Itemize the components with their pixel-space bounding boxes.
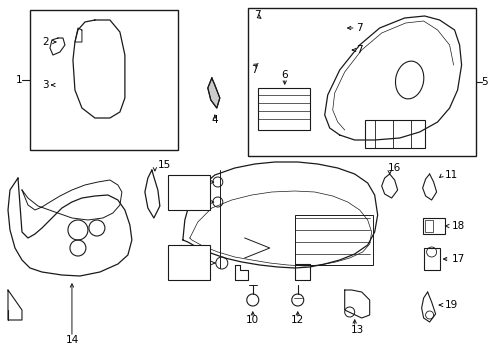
Bar xyxy=(168,175,210,210)
Text: 5: 5 xyxy=(482,77,488,87)
Text: 17: 17 xyxy=(452,254,465,264)
Text: 4: 4 xyxy=(212,115,218,125)
Circle shape xyxy=(306,16,314,24)
Bar xyxy=(424,248,440,270)
Text: 19: 19 xyxy=(444,300,458,310)
Bar xyxy=(168,245,210,280)
Circle shape xyxy=(281,18,289,26)
Bar xyxy=(425,220,433,232)
Text: 1: 1 xyxy=(15,75,22,85)
Bar xyxy=(365,120,425,148)
Bar xyxy=(258,88,310,130)
Text: 9: 9 xyxy=(172,188,178,198)
Text: 7: 7 xyxy=(356,45,362,55)
Text: 12: 12 xyxy=(291,315,304,325)
Circle shape xyxy=(314,46,322,54)
Text: 18: 18 xyxy=(452,221,465,231)
Circle shape xyxy=(258,24,266,32)
Text: 11: 11 xyxy=(444,170,458,180)
Text: 8: 8 xyxy=(172,258,178,268)
Text: 14: 14 xyxy=(65,335,78,345)
Circle shape xyxy=(331,24,339,32)
Text: 2: 2 xyxy=(42,37,49,47)
Bar xyxy=(295,215,373,265)
Text: 10: 10 xyxy=(246,315,259,325)
Circle shape xyxy=(55,80,65,90)
Bar xyxy=(423,218,444,234)
Text: 15: 15 xyxy=(158,160,171,170)
Text: 7: 7 xyxy=(356,23,362,33)
Bar xyxy=(30,10,178,150)
Text: 6: 6 xyxy=(281,70,288,80)
Circle shape xyxy=(336,48,343,56)
Text: 7: 7 xyxy=(254,10,261,20)
Text: 7: 7 xyxy=(251,65,258,75)
Text: 16: 16 xyxy=(388,163,401,173)
Bar xyxy=(248,8,476,156)
Text: 3: 3 xyxy=(42,80,49,90)
Circle shape xyxy=(258,58,266,66)
Polygon shape xyxy=(208,78,220,108)
Text: 13: 13 xyxy=(351,325,364,335)
